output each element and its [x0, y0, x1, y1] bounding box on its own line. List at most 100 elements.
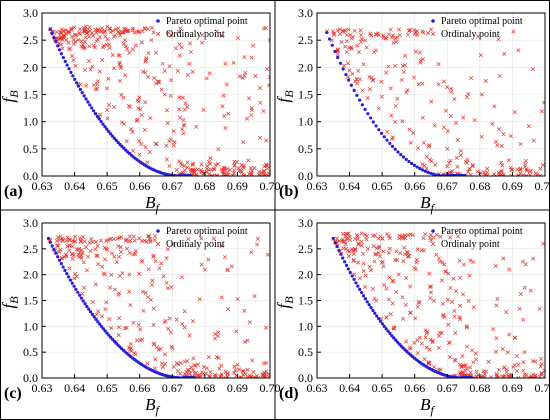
- ordinary-point: [94, 312, 99, 317]
- ordinary-point: [466, 298, 471, 303]
- ordinary-point: [482, 170, 487, 175]
- ordinary-point: [114, 259, 119, 264]
- ordinary-point: [527, 169, 532, 174]
- ordinary-point: [361, 261, 366, 266]
- ordinary-point: [131, 320, 136, 325]
- ordinary-point: [226, 307, 231, 312]
- ordinary-point: [461, 292, 466, 297]
- ordinary-point: [190, 319, 195, 324]
- ordinary-point: [204, 76, 209, 81]
- ordinary-point: [359, 243, 364, 248]
- ordinary-point: [99, 314, 105, 319]
- ordinary-point: [139, 40, 144, 45]
- ordinary-point: [428, 337, 433, 342]
- ordinary-point: [127, 250, 132, 255]
- x-tick-label: 0.64: [339, 381, 360, 395]
- pareto-point: [46, 236, 51, 241]
- ordinary-point: [146, 51, 151, 56]
- ordinary-point: [493, 349, 499, 354]
- ordinary-point: [187, 61, 192, 67]
- ordinary-point: [130, 26, 135, 31]
- ordinary-point: [405, 88, 410, 93]
- pareto-point: [54, 40, 58, 44]
- ordinary-point: [405, 32, 410, 37]
- ordinary-point: [185, 72, 190, 78]
- ordinary-point: [464, 95, 470, 100]
- ordinary-point: [492, 104, 497, 109]
- ordinary-point: [197, 297, 202, 302]
- ordinary-point: [457, 258, 462, 263]
- x-tick-label: 0.67: [437, 381, 458, 395]
- ordinary-point: [79, 39, 84, 44]
- ordinary-point: [464, 325, 469, 330]
- ordinary-point: [146, 74, 151, 79]
- ordinary-point: [143, 290, 148, 295]
- ordinary-point: [466, 91, 471, 96]
- ordinary-point: [261, 168, 267, 173]
- ordinary-point: [495, 296, 500, 301]
- panel-label: (b): [279, 183, 299, 200]
- ordinary-point: [135, 98, 140, 103]
- ordinary-point: [208, 370, 213, 375]
- pareto-point: [338, 61, 343, 65]
- ordinary-point: [358, 28, 363, 33]
- ordinary-point: [337, 27, 342, 32]
- ordinary-point: [84, 268, 90, 273]
- ordinary-point: [447, 160, 452, 165]
- ordinary-point: [464, 344, 470, 349]
- ordinary-point: [367, 74, 372, 80]
- ordinary-point: [521, 360, 526, 365]
- ordinary-point: [347, 45, 352, 50]
- ordinary-point: [538, 364, 543, 369]
- ordinary-point: [237, 74, 242, 79]
- legend-pareto-label: Pareto optimal point: [441, 226, 523, 237]
- ordinary-point: [546, 335, 550, 339]
- ordinary-point: [384, 70, 389, 75]
- ordinary-point: [422, 357, 427, 362]
- ordinary-point: [80, 291, 85, 296]
- ordinary-point: [496, 170, 501, 175]
- ordinary-point: [175, 68, 180, 73]
- pareto-point: [67, 67, 71, 71]
- ordinary-point: [219, 33, 224, 38]
- ordinary-point: [91, 43, 96, 48]
- ordinary-point: [162, 352, 168, 357]
- x-axis-label: Bf: [145, 395, 160, 417]
- ordinary-point: [95, 82, 100, 87]
- ordinary-point: [67, 46, 72, 51]
- ordinary-point: [223, 125, 228, 131]
- pareto-point: [99, 120, 103, 124]
- ordinary-point: [441, 125, 446, 130]
- ordinary-point: [531, 256, 536, 261]
- ordinary-point: [496, 127, 501, 132]
- pareto-point: [59, 52, 64, 56]
- ordinary-point: [345, 231, 350, 237]
- ordinary-point: [137, 152, 142, 157]
- pareto-point: [85, 304, 89, 309]
- ordinary-point: [523, 158, 528, 163]
- ordinary-point: [81, 235, 86, 240]
- ordinary-point: [524, 168, 530, 173]
- ordinary-point: [455, 234, 461, 239]
- ordinary-point: [72, 25, 77, 30]
- ordinary-point: [59, 27, 64, 32]
- ordinary-point: [261, 26, 267, 31]
- ordinary-point: [454, 155, 459, 160]
- ordinary-point: [219, 363, 224, 368]
- pareto-point: [191, 375, 196, 378]
- ordinary-point: [190, 168, 196, 173]
- ordinary-point: [84, 245, 89, 250]
- ordinary-point: [70, 53, 75, 58]
- ordinary-point: [169, 78, 174, 83]
- ordinary-point: [430, 340, 435, 345]
- ordinary-point: [105, 37, 110, 42]
- pareto-point: [384, 327, 388, 331]
- legend-pareto-marker: [156, 229, 160, 233]
- ordinary-point: [69, 26, 74, 31]
- ordinary-point: [107, 26, 113, 31]
- ordinary-point: [233, 368, 238, 373]
- ordinary-point: [258, 100, 263, 105]
- x-tick-label: 0.70: [260, 381, 281, 395]
- ordinary-point: [165, 286, 170, 291]
- ordinary-point: [372, 296, 377, 301]
